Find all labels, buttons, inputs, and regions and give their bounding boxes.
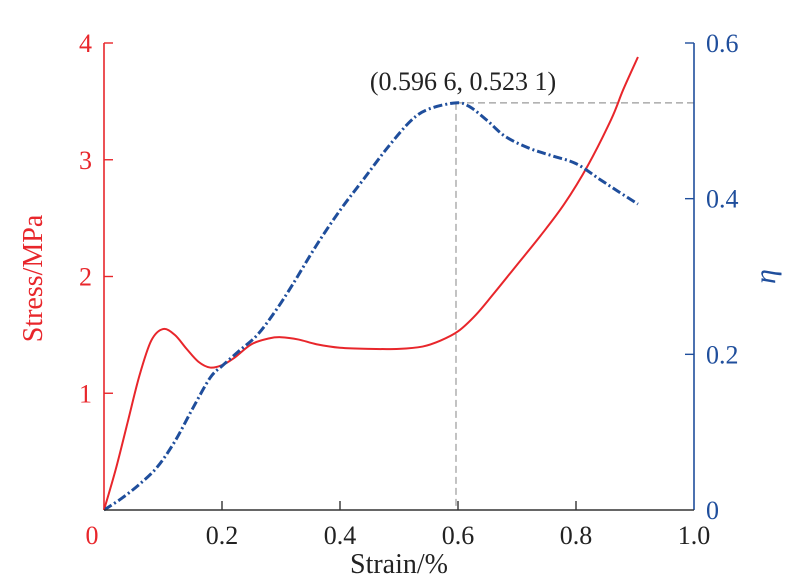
y-left-tick-label: 4 <box>79 29 92 58</box>
y-right-tick-label: 0.4 <box>706 185 739 214</box>
x-tick-label: 0.8 <box>560 521 593 550</box>
x-tick-label: 0.2 <box>206 521 239 550</box>
x-tick-label: 0.4 <box>324 521 357 550</box>
y-right-tick-label: 0.6 <box>706 29 739 58</box>
x-axis-title: Strain/% <box>350 549 448 580</box>
peak-annotation: (0.596 6, 0.523 1) <box>370 67 556 96</box>
x-tick-label: 1.0 <box>678 521 711 550</box>
x-tick-label: 0.6 <box>442 521 475 550</box>
y-right-tick-label: 0.2 <box>706 340 739 369</box>
y-left-tick-label: 1 <box>79 379 92 408</box>
y-left-tick-label: 2 <box>79 263 92 292</box>
y-left-tick-label: 3 <box>79 146 92 175</box>
stress-curve <box>103 56 639 511</box>
eta-curve <box>103 101 639 512</box>
y-left-axis-title: Stress/MPa <box>18 214 49 342</box>
y-right-axis-title: η <box>749 269 782 284</box>
y-right-tick-label: 0 <box>706 496 719 525</box>
x-tick-label: 0 <box>86 521 99 550</box>
